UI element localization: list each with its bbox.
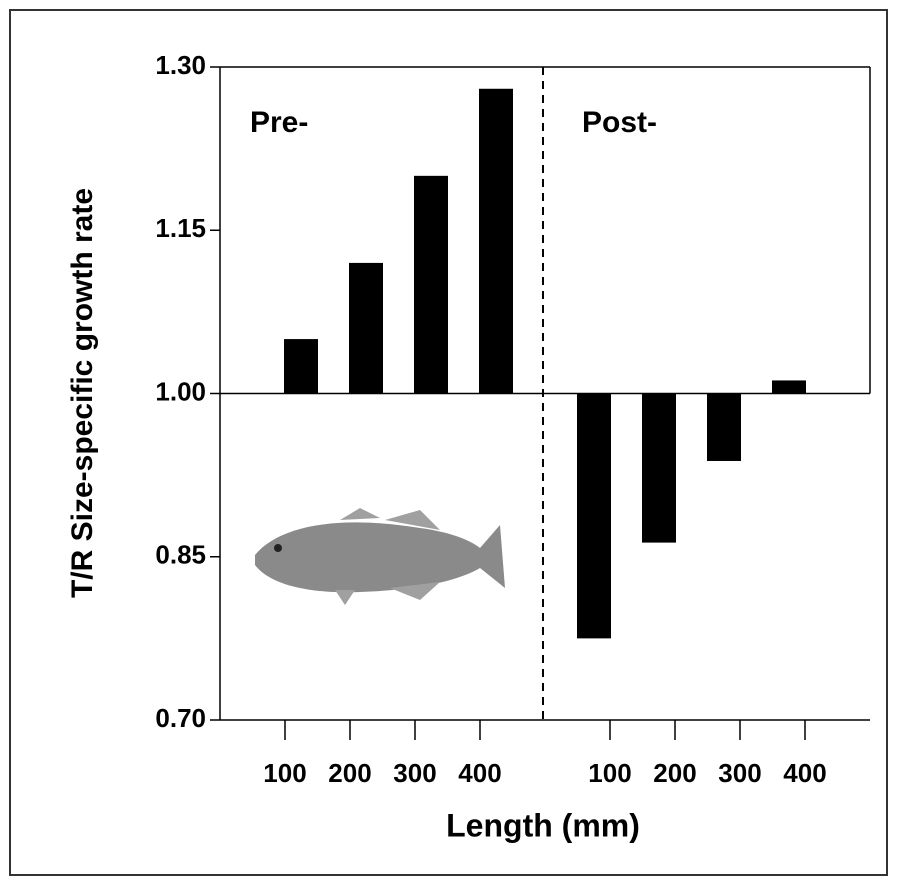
bar — [284, 339, 318, 394]
y-axis-title: T/R Size-specific growth rate — [66, 188, 99, 598]
y-tick-label: 1.00 — [155, 376, 206, 406]
x-tick-label: 400 — [783, 758, 826, 788]
x-tick-label: 100 — [263, 758, 306, 788]
y-tick-label: 1.30 — [155, 50, 206, 80]
x-tick-label: 300 — [393, 758, 436, 788]
x-axis-title: Length (mm) — [446, 807, 640, 843]
bar — [642, 393, 676, 543]
x-tick-label: 100 — [588, 758, 631, 788]
x-tick-label: 300 — [718, 758, 761, 788]
fish-illustration — [255, 508, 505, 605]
y-tick-label: 0.85 — [155, 540, 206, 570]
bar — [349, 262, 383, 394]
y-tick-label: 1.15 — [155, 213, 206, 243]
bar — [479, 88, 513, 394]
y-tick-label: 0.70 — [155, 703, 206, 733]
x-tick-label: 200 — [653, 758, 696, 788]
bar — [707, 393, 741, 461]
bar — [577, 393, 611, 639]
x-tick-label: 400 — [458, 758, 501, 788]
frame — [9, 9, 888, 876]
bar — [414, 175, 448, 394]
group-label: Post- — [582, 106, 657, 139]
bar — [772, 380, 806, 394]
group-label: Pre- — [250, 106, 308, 139]
x-tick-label: 200 — [328, 758, 371, 788]
